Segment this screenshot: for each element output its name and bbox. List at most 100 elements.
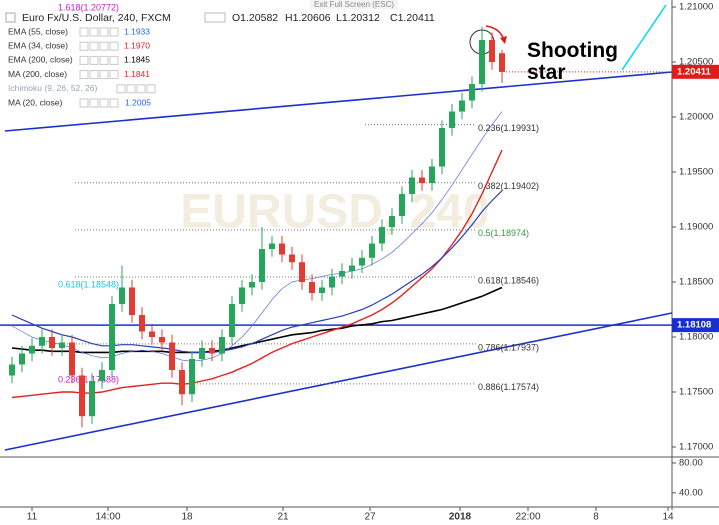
candle-body [9, 364, 15, 376]
legend-icon [99, 70, 109, 80]
x-tick-label: 21 [277, 512, 289, 523]
candle-body [259, 249, 265, 283]
candle-body [69, 342, 75, 376]
candle-body [359, 257, 365, 266]
legend-name: MA (20, close) [8, 97, 62, 107]
x-tick-label: 8 [593, 512, 599, 523]
legend-icon [146, 84, 156, 94]
y-tick-label: 1.18000 [679, 332, 713, 343]
legend-name: EMA (34, close) [8, 40, 68, 50]
candle-body [59, 342, 65, 349]
legend-icon [126, 84, 136, 94]
legend-icon [89, 27, 99, 37]
candle-body [169, 342, 175, 370]
candle-body [329, 276, 335, 288]
candle-body [299, 262, 305, 283]
x-tick-label: 18 [181, 512, 193, 523]
candle-body [499, 53, 505, 72]
legend-icon [136, 84, 146, 94]
legend-icon [89, 98, 99, 108]
legend-icon [109, 70, 119, 80]
watermark: EURUSD, 240 [180, 186, 489, 239]
legend-icon [79, 41, 89, 51]
candle-body [339, 271, 345, 277]
candle-body [109, 304, 115, 370]
candle-body [459, 100, 465, 112]
legend-icon [109, 98, 119, 108]
legend-name: EMA (200, close) [8, 55, 73, 65]
legend-icon [109, 41, 119, 51]
indicator-line [11, 190, 503, 354]
candle-body [159, 337, 165, 343]
y-tick-label: 1.21000 [679, 2, 713, 13]
legend-icon [99, 27, 109, 37]
legend-icon [99, 55, 109, 65]
y-tick-label: 1.20000 [679, 112, 713, 123]
legend-name: Ichimoku (9, 26, 52, 26) [8, 83, 97, 93]
candle-body [469, 84, 475, 101]
x-tick-label: 14 [662, 512, 674, 523]
candle-body [289, 254, 295, 263]
candle-body [309, 282, 315, 294]
fib-label: 0.886(1.17574) [478, 382, 539, 392]
ohlc-label: L1.20312 [336, 12, 380, 24]
candle-body [189, 359, 195, 395]
candle-body [379, 227, 385, 244]
ohlc-label: H1.20606 [285, 12, 331, 24]
last-price-label: 1.20411 [677, 66, 712, 77]
legend-icon [116, 84, 126, 94]
legend-icon [109, 55, 119, 65]
y-tick-label: 1.19000 [679, 222, 713, 233]
candle-body [409, 177, 415, 195]
candle-body [19, 353, 25, 365]
legend-name: EMA (55, close) [8, 26, 68, 36]
candle-body [439, 128, 445, 167]
candle-body [49, 337, 55, 349]
legend-icon [89, 55, 99, 65]
candle-body [229, 304, 235, 338]
candle-body [139, 315, 145, 332]
x-tick-label: 27 [364, 512, 376, 523]
candle-body [79, 375, 85, 417]
candle-body [89, 380, 95, 417]
candle-body [119, 287, 125, 305]
legend-icon [109, 27, 119, 37]
indicator-line [11, 286, 503, 354]
header-icons [204, 12, 226, 23]
candle-body [239, 287, 245, 305]
candle-body [99, 369, 105, 381]
old-fib-label: 0.236(1.17688) [58, 374, 119, 384]
candle-body [489, 40, 495, 63]
fib-label: 0.786(1.17937) [478, 342, 539, 352]
hline-label-box [672, 318, 719, 333]
legend-icon [99, 41, 109, 51]
candle-body [269, 243, 275, 250]
legend-icon [79, 27, 89, 37]
candle-body [399, 194, 405, 217]
annotation: Shooting star [527, 39, 618, 84]
candle-body [129, 287, 135, 316]
y-tick-label: 1.19500 [679, 167, 713, 178]
candle-body [29, 345, 35, 354]
legend-value: 1.1970 [124, 40, 150, 50]
candle-body [349, 265, 355, 272]
exit-fullscreen[interactable]: Exit Full Screen (ESC) [310, 0, 399, 9]
candle-body [179, 369, 185, 395]
candle-body [209, 348, 215, 354]
legend-icon [79, 70, 89, 80]
candle-body [369, 243, 375, 258]
legend-icon [89, 70, 99, 80]
y-tick-label: 1.17000 [679, 442, 713, 453]
legend-name: MA (200, close) [8, 69, 67, 79]
x-tick-label: 14:00 [95, 512, 120, 523]
cyan-line [621, 4, 667, 71]
candle-body [419, 177, 425, 184]
candle-body [429, 166, 435, 184]
candle-body [389, 216, 395, 228]
fib-label: 0.5(1.18974) [478, 228, 529, 238]
old-fib-label: 0.618(1.18548) [58, 279, 119, 289]
legend-icon [79, 98, 89, 108]
lower-trendline [4, 312, 673, 451]
fib-label: 0.382(1.19402) [478, 181, 539, 191]
